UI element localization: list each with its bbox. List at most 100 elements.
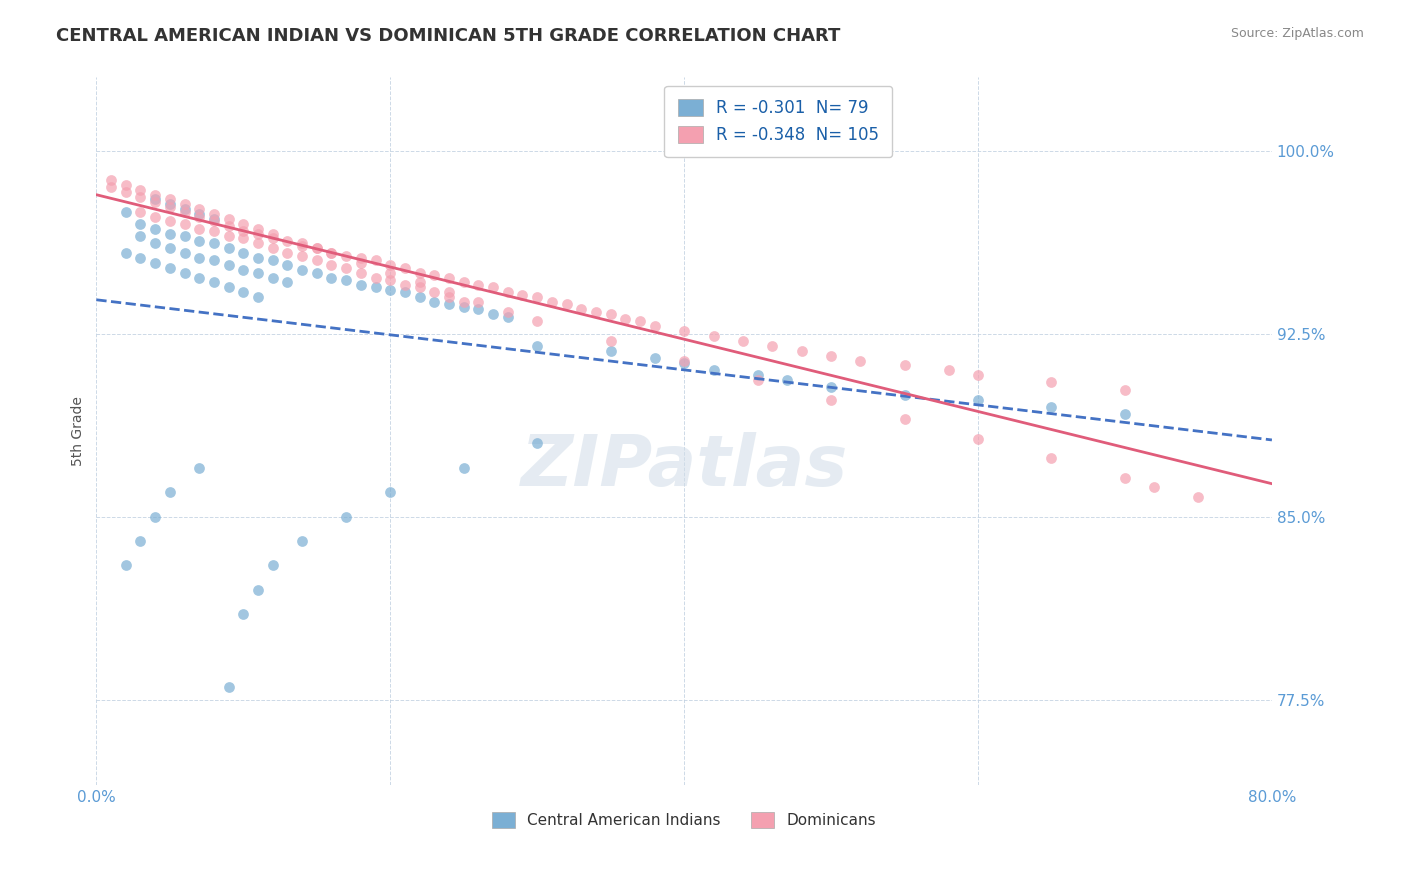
Point (100, 180, 122, 194)
Point (350, 251, 373, 265)
Point (380, 283, 402, 297)
Point (747, 373, 769, 387)
Point (673, 356, 696, 370)
Point (202, 253, 225, 268)
Point (380, 273, 402, 287)
Point (232, 607, 254, 622)
Point (482, 307, 505, 321)
Point (159, 193, 181, 207)
Point (188, 234, 211, 248)
Point (423, 294, 446, 309)
Point (321, 270, 343, 285)
Point (276, 276, 298, 290)
Point (218, 280, 240, 294)
Point (702, 363, 724, 377)
Point (820, 392, 842, 407)
Point (335, 249, 357, 263)
Point (218, 258, 240, 272)
Point (276, 246, 298, 260)
Point (173, 217, 195, 231)
Point (232, 285, 254, 300)
Point (246, 290, 269, 304)
Point (291, 263, 314, 277)
Point (776, 373, 799, 387)
Point (364, 280, 387, 294)
Point (159, 485, 181, 500)
Point (100, 173, 122, 187)
Point (188, 270, 211, 285)
Point (967, 392, 990, 407)
Point (380, 258, 402, 272)
Point (218, 681, 240, 695)
Point (437, 290, 460, 304)
Point (202, 276, 225, 290)
Point (408, 290, 430, 304)
Point (246, 236, 269, 251)
Point (143, 210, 166, 224)
Point (364, 270, 387, 285)
Point (1143, 480, 1166, 494)
Point (305, 241, 328, 255)
Point (114, 246, 136, 260)
Point (218, 219, 240, 234)
Point (747, 368, 769, 383)
Point (893, 412, 915, 426)
Point (262, 253, 284, 268)
Point (1040, 400, 1063, 414)
Point (143, 194, 166, 209)
Point (555, 297, 578, 311)
Point (512, 287, 534, 301)
Point (1114, 470, 1136, 484)
Point (408, 276, 430, 290)
Point (820, 349, 842, 363)
Point (232, 217, 254, 231)
Point (262, 270, 284, 285)
Point (938, 363, 960, 377)
Point (188, 461, 211, 475)
Point (526, 290, 548, 304)
Point (188, 202, 211, 217)
Y-axis label: 5th Grade: 5th Grade (72, 396, 86, 467)
Point (188, 207, 211, 221)
Point (305, 266, 328, 280)
Point (893, 359, 915, 373)
Point (467, 302, 489, 317)
Point (232, 246, 254, 260)
Point (159, 227, 181, 241)
Point (541, 294, 564, 309)
Point (173, 202, 195, 217)
Text: ZIPatlas: ZIPatlas (520, 432, 848, 501)
Point (291, 249, 314, 263)
Point (967, 368, 990, 383)
Point (437, 270, 460, 285)
Point (114, 185, 136, 199)
Point (129, 251, 152, 265)
Point (673, 324, 696, 338)
Point (143, 187, 166, 202)
Point (599, 343, 621, 358)
Point (246, 227, 269, 241)
Point (129, 534, 152, 549)
Point (1040, 376, 1063, 390)
Point (188, 221, 211, 235)
Point (173, 197, 195, 211)
Point (335, 273, 357, 287)
Point (143, 236, 166, 251)
Point (188, 251, 211, 265)
Point (321, 246, 343, 260)
Point (232, 231, 254, 245)
Point (218, 241, 240, 255)
Point (291, 236, 314, 251)
Point (453, 461, 475, 475)
Point (526, 436, 548, 450)
Point (114, 178, 136, 192)
Point (790, 343, 813, 358)
Point (423, 268, 446, 282)
Point (673, 353, 696, 368)
Point (276, 234, 298, 248)
Point (394, 260, 416, 275)
Point (408, 266, 430, 280)
Point (453, 300, 475, 314)
Point (321, 246, 343, 260)
Point (305, 253, 328, 268)
